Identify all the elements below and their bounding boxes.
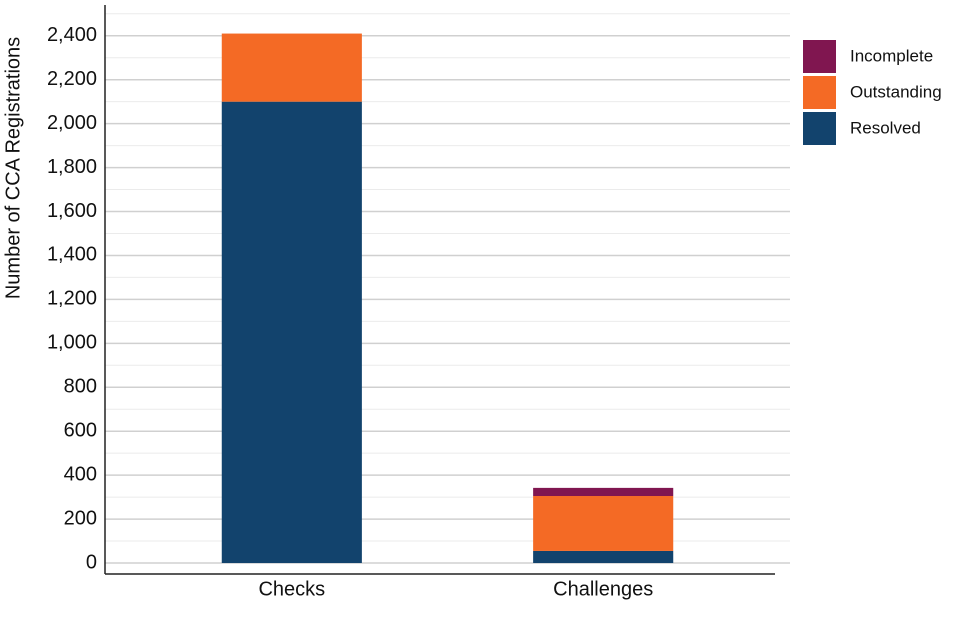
legend-label: Outstanding [850, 82, 942, 101]
bar-segment [533, 487, 674, 497]
y-tick-label: 1,000 [47, 332, 97, 354]
legend-label: Incomplete [850, 46, 933, 65]
y-tick-label: 2,400 [47, 24, 97, 46]
x-tick-label: Challenges [553, 578, 653, 600]
y-tick-label: 1,200 [47, 288, 97, 310]
legend-key [803, 112, 836, 145]
y-tick-label: 200 [64, 507, 97, 529]
legend-key [803, 40, 836, 73]
y-tick-label: 0 [86, 551, 97, 573]
legend-label: Resolved [850, 118, 921, 137]
y-tick-label: 2,200 [47, 68, 97, 90]
x-tick-label: Checks [258, 578, 325, 600]
y-axis-title: Number of CCA Registrations [2, 37, 24, 299]
bar-segment [221, 33, 362, 102]
y-tick-label: 2,000 [47, 112, 97, 134]
y-tick-label: 1,600 [47, 200, 97, 222]
y-tick-label: 400 [64, 463, 97, 485]
y-tick-label: 600 [64, 419, 97, 441]
legend-key [803, 76, 836, 109]
bar-segment [533, 496, 674, 551]
y-tick-label: 1,800 [47, 156, 97, 178]
bar-segment [533, 550, 674, 564]
y-tick-label: 800 [64, 376, 97, 398]
bar-segment [221, 101, 362, 564]
y-tick-label: 1,400 [47, 244, 97, 266]
